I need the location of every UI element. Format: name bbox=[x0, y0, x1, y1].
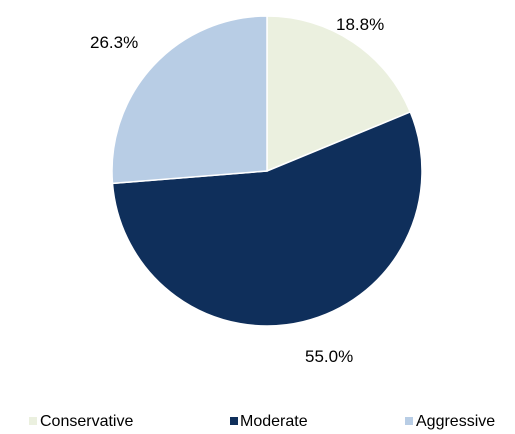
legend-swatch-conservative bbox=[29, 417, 37, 425]
legend-item-aggressive: Aggressive bbox=[405, 413, 495, 430]
legend-label-aggressive: Aggressive bbox=[416, 413, 495, 430]
legend-item-conservative: Conservative bbox=[29, 413, 133, 430]
legend-label-moderate: Moderate bbox=[240, 413, 308, 430]
pie-slices bbox=[111, 15, 423, 327]
pie-slice-aggressive bbox=[111, 15, 268, 185]
data-label-moderate: 55.0% bbox=[305, 347, 353, 366]
data-label-aggressive: 26.3% bbox=[90, 33, 138, 52]
pie-slice-conservative bbox=[266, 15, 412, 173]
data-label-conservative: 18.8% bbox=[336, 15, 384, 34]
legend-item-moderate: Moderate bbox=[230, 413, 308, 430]
legend-swatch-moderate bbox=[230, 417, 238, 425]
legend-label-conservative: Conservative bbox=[40, 413, 133, 430]
legend: Conservative Moderate Aggressive bbox=[29, 413, 495, 430]
legend-swatch-aggressive bbox=[405, 417, 413, 425]
pie-slice-moderate bbox=[111, 110, 423, 327]
